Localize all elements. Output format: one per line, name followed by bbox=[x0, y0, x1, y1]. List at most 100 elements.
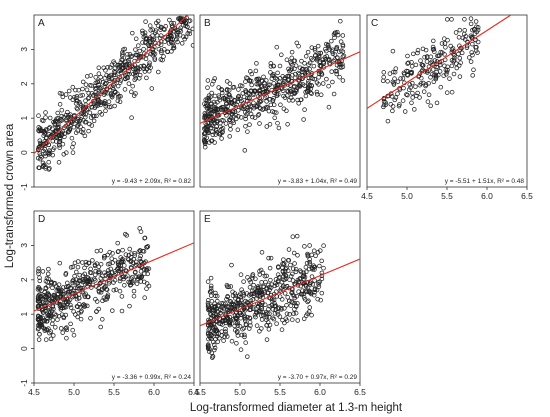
data-point bbox=[43, 300, 48, 306]
data-point bbox=[241, 279, 246, 284]
data-point bbox=[142, 267, 147, 272]
data-point bbox=[36, 285, 41, 290]
data-point bbox=[230, 293, 236, 299]
data-point bbox=[389, 94, 395, 99]
data-point bbox=[292, 91, 297, 96]
data-point bbox=[82, 304, 87, 309]
data-point bbox=[126, 81, 132, 86]
data-point bbox=[433, 74, 439, 79]
data-point bbox=[59, 107, 65, 113]
data-point bbox=[438, 84, 444, 90]
data-point bbox=[305, 299, 310, 305]
data-point bbox=[205, 103, 211, 108]
data-point bbox=[60, 141, 66, 147]
data-point bbox=[116, 263, 121, 268]
data-point bbox=[290, 72, 295, 78]
data-point bbox=[426, 81, 431, 86]
data-point bbox=[284, 57, 290, 63]
data-point bbox=[284, 108, 289, 114]
data-point bbox=[454, 61, 459, 66]
data-point bbox=[213, 105, 219, 111]
data-point bbox=[78, 285, 84, 291]
data-point bbox=[385, 79, 390, 84]
data-point bbox=[93, 75, 98, 80]
data-point bbox=[395, 91, 400, 96]
data-point bbox=[304, 269, 309, 275]
data-point bbox=[168, 32, 173, 37]
data-point bbox=[409, 64, 415, 69]
data-point bbox=[190, 26, 194, 32]
data-point bbox=[254, 296, 259, 301]
data-point bbox=[242, 315, 248, 320]
data-point bbox=[270, 315, 275, 321]
data-point bbox=[293, 310, 299, 316]
data-point bbox=[57, 118, 63, 124]
data-point bbox=[209, 325, 215, 331]
data-point bbox=[152, 57, 158, 63]
data-point bbox=[306, 75, 312, 81]
data-point bbox=[247, 319, 253, 325]
data-point bbox=[251, 105, 257, 111]
data-point bbox=[312, 264, 317, 270]
data-point bbox=[305, 49, 311, 55]
data-point bbox=[469, 34, 474, 40]
data-point bbox=[293, 269, 299, 275]
data-point bbox=[332, 35, 337, 40]
data-point bbox=[225, 334, 230, 339]
data-point bbox=[203, 97, 208, 102]
data-point bbox=[132, 253, 138, 258]
data-point bbox=[36, 285, 42, 291]
data-point bbox=[205, 85, 210, 90]
data-point bbox=[56, 160, 62, 165]
data-point bbox=[311, 63, 317, 69]
data-point bbox=[183, 34, 189, 40]
data-point bbox=[159, 50, 164, 55]
data-point bbox=[101, 100, 107, 106]
data-point bbox=[229, 303, 235, 308]
data-point bbox=[202, 130, 208, 136]
data-point bbox=[474, 44, 479, 50]
panel-d: Dy = -3.36 + 0.99x, R² = 0.24 -1 0 1 2 3 4.5 5.… bbox=[19, 210, 200, 397]
data-point bbox=[88, 115, 94, 120]
data-point bbox=[130, 83, 135, 89]
data-point bbox=[142, 295, 147, 300]
data-point bbox=[335, 32, 341, 38]
data-point bbox=[283, 273, 288, 278]
data-point bbox=[86, 90, 91, 96]
data-point bbox=[228, 123, 233, 128]
data-point bbox=[248, 69, 253, 74]
data-point bbox=[227, 94, 233, 100]
data-point bbox=[98, 248, 104, 253]
data-point bbox=[242, 332, 247, 338]
data-point bbox=[271, 102, 277, 108]
data-point bbox=[268, 64, 274, 69]
data-point bbox=[224, 282, 230, 288]
data-point bbox=[59, 113, 64, 119]
data-point bbox=[255, 289, 260, 295]
data-point bbox=[93, 89, 99, 95]
data-point bbox=[36, 337, 42, 342]
data-point bbox=[425, 70, 430, 75]
data-point bbox=[274, 93, 280, 99]
data-point bbox=[260, 89, 266, 95]
data-point bbox=[334, 62, 340, 68]
data-point bbox=[207, 106, 213, 112]
data-point bbox=[144, 245, 150, 250]
data-point bbox=[266, 306, 271, 312]
data-point bbox=[49, 308, 55, 314]
data-point bbox=[314, 57, 320, 63]
data-point bbox=[65, 130, 71, 135]
data-point bbox=[104, 287, 109, 292]
data-point bbox=[289, 290, 294, 296]
data-point bbox=[37, 278, 43, 284]
data-point bbox=[415, 47, 421, 53]
data-point bbox=[83, 82, 89, 87]
data-point bbox=[124, 61, 130, 67]
data-point bbox=[202, 140, 208, 145]
data-point bbox=[267, 97, 273, 102]
data-point bbox=[142, 51, 147, 56]
data-point bbox=[319, 72, 325, 77]
data-point bbox=[470, 73, 475, 78]
data-point bbox=[294, 294, 299, 299]
data-point bbox=[140, 30, 145, 36]
